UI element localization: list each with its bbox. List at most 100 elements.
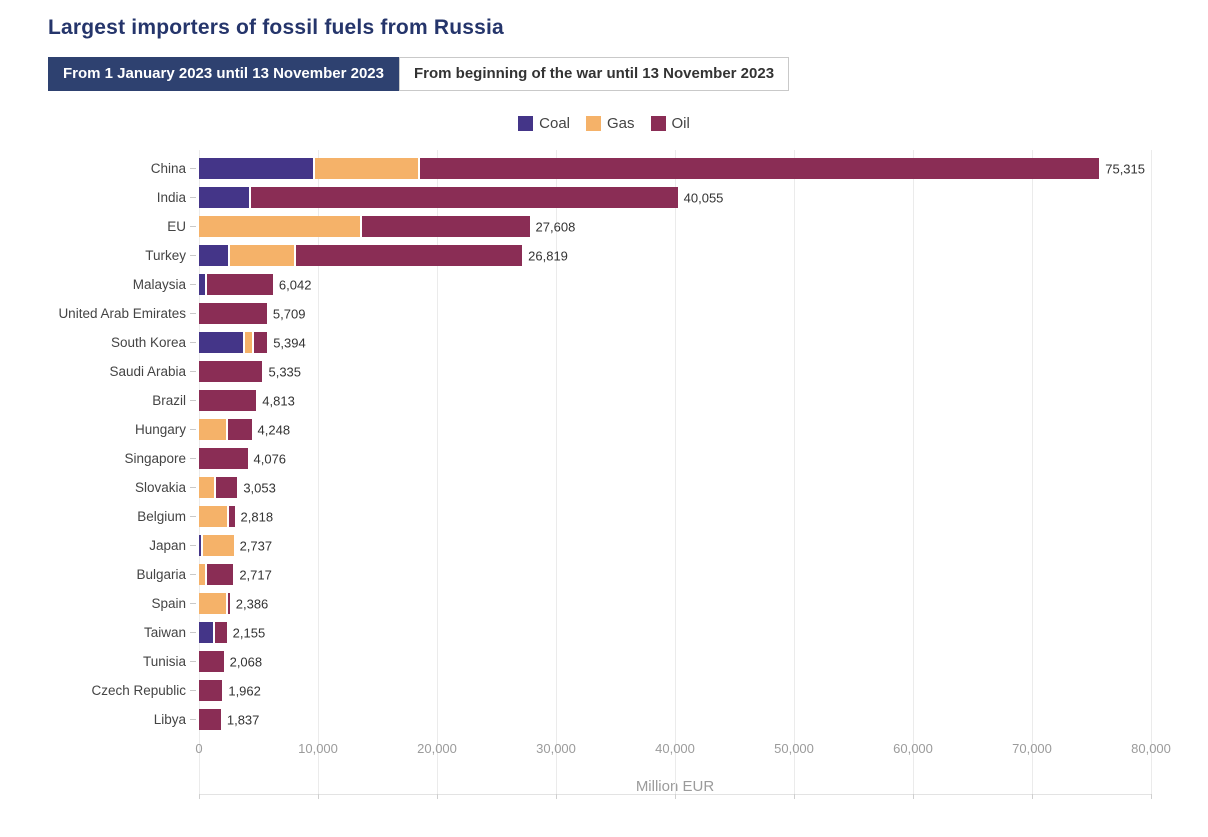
legend-label-gas: Gas — [607, 115, 635, 132]
bar-segment-coal[interactable] — [199, 535, 202, 556]
bar-segment-oil[interactable] — [420, 158, 1100, 179]
grid-line — [675, 150, 676, 794]
bar-stack — [199, 448, 1151, 469]
bar-segment-gas[interactable] — [199, 564, 205, 585]
bar-segment-oil[interactable] — [253, 332, 268, 353]
bar-segment-oil[interactable] — [214, 622, 227, 643]
x-axis-tick-labels: 0 10,000 20,000 30,000 40,000 50,000 60,000 70,… — [195, 741, 1171, 761]
axis-tick-mark — [794, 794, 795, 799]
bar-row: Japan 2,737 — [0, 531, 1208, 560]
x-tick-label: 0 — [195, 741, 203, 756]
category-label: Taiwan — [143, 625, 186, 640]
bar-segment-coal[interactable] — [199, 332, 244, 353]
category-label: Spain — [151, 596, 186, 611]
x-tick-label: 50,000 — [774, 741, 814, 756]
bar-stack — [199, 564, 1151, 585]
bar-segment-oil[interactable] — [229, 506, 235, 527]
bar-segment-oil[interactable] — [228, 593, 230, 614]
bar-segment-gas[interactable] — [199, 419, 226, 440]
axis-tick-mark — [318, 794, 319, 799]
bar-segment-coal[interactable] — [199, 158, 314, 179]
bar-area: 2,737 — [199, 535, 1151, 556]
bar-area: 1,837 — [199, 709, 1151, 730]
bar-segment-gas[interactable] — [199, 506, 228, 527]
category-axis-tick — [190, 719, 196, 720]
value-label: 27,608 — [535, 219, 576, 234]
value-label: 2,717 — [239, 567, 272, 582]
axis-tick-mark — [1032, 794, 1033, 799]
bar-segment-gas[interactable] — [315, 158, 419, 179]
bar-segment-gas[interactable] — [199, 593, 227, 614]
bar-segment-oil[interactable] — [215, 477, 238, 498]
category-label: Malaysia — [132, 277, 186, 292]
x-tick-label: 40,000 — [655, 741, 695, 756]
axis-tick-mark — [556, 794, 557, 799]
bar-row: EU 27,608 — [0, 212, 1208, 241]
bar-segment-oil[interactable] — [362, 216, 530, 237]
bar-segment-oil[interactable] — [250, 187, 678, 208]
tab-from-war-start[interactable]: From beginning of the war until 13 Novem… — [398, 57, 790, 91]
bar-area: 2,717 — [199, 564, 1151, 585]
legend-item-oil[interactable]: Oil — [650, 115, 690, 132]
bar-segment-oil[interactable] — [228, 419, 252, 440]
category-label: Singapore — [124, 451, 186, 466]
category-axis-tick — [190, 226, 196, 227]
bar-row: Turkey 26,819 — [0, 241, 1208, 270]
chart-legend: Coal Gas Oil — [0, 115, 1208, 132]
bar-stack — [199, 303, 1151, 324]
legend-item-gas[interactable]: Gas — [586, 115, 635, 132]
x-tick-label: 10,000 — [298, 741, 338, 756]
bar-area: 75,315 — [199, 158, 1151, 179]
category-axis-tick — [190, 458, 196, 459]
value-label: 2,737 — [239, 538, 273, 553]
grid-line — [1032, 150, 1033, 794]
bar-row: Brazil 4,813 — [0, 386, 1208, 415]
bar-row: Singapore 4,076 — [0, 444, 1208, 473]
bar-segment-oil[interactable] — [199, 361, 263, 382]
bar-row: China 75,315 — [0, 154, 1208, 183]
bar-area: 2,068 — [199, 651, 1151, 672]
bar-segment-oil[interactable] — [199, 390, 257, 411]
bar-segment-gas[interactable] — [203, 535, 234, 556]
bar-segment-gas[interactable] — [199, 477, 214, 498]
bar-segment-gas[interactable] — [199, 216, 360, 237]
bar-segment-oil[interactable] — [206, 564, 234, 585]
bar-segment-coal[interactable] — [199, 245, 228, 266]
tab-from-jan-2023[interactable]: From 1 January 2023 until 13 November 20… — [48, 57, 399, 91]
page-title: Largest importers of fossil fuels from R… — [48, 16, 504, 39]
bar-segment-oil[interactable] — [199, 448, 248, 469]
bar-stack — [199, 535, 1151, 556]
legend-label-coal: Coal — [539, 115, 570, 132]
grid-line — [913, 150, 914, 794]
category-label: Japan — [149, 538, 186, 553]
bar-area: 2,818 — [199, 506, 1151, 527]
bar-segment-oil[interactable] — [296, 245, 523, 266]
oil-swatch-icon — [650, 116, 666, 131]
bar-segment-oil[interactable] — [199, 303, 267, 324]
bar-segment-gas[interactable] — [245, 332, 252, 353]
legend-item-coal[interactable]: Coal — [518, 115, 570, 132]
bar-stack — [199, 680, 1151, 701]
bar-segment-coal[interactable] — [199, 622, 213, 643]
category-axis-tick — [190, 400, 196, 401]
x-tick-label: 20,000 — [417, 741, 457, 756]
bar-segment-oil[interactable] — [199, 680, 223, 701]
bar-segment-coal[interactable] — [199, 274, 205, 295]
bar-segment-coal[interactable] — [199, 187, 249, 208]
bar-stack — [199, 187, 1151, 208]
bar-segment-oil[interactable] — [206, 274, 273, 295]
bar-area: 26,819 — [199, 245, 1151, 266]
bar-segment-gas[interactable] — [229, 245, 295, 266]
category-axis-tick — [190, 690, 196, 691]
bar-stack — [199, 245, 1151, 266]
bar-segment-oil[interactable] — [199, 651, 224, 672]
bar-stack — [199, 158, 1151, 179]
bar-stack — [199, 361, 1151, 382]
category-label: Belgium — [137, 509, 186, 524]
category-axis-tick — [190, 313, 196, 314]
axis-tick-mark — [1151, 794, 1152, 799]
axis-tick-mark — [675, 794, 676, 799]
value-label: 5,394 — [273, 335, 306, 350]
bar-segment-oil[interactable] — [199, 709, 221, 730]
grid-line — [199, 150, 200, 794]
